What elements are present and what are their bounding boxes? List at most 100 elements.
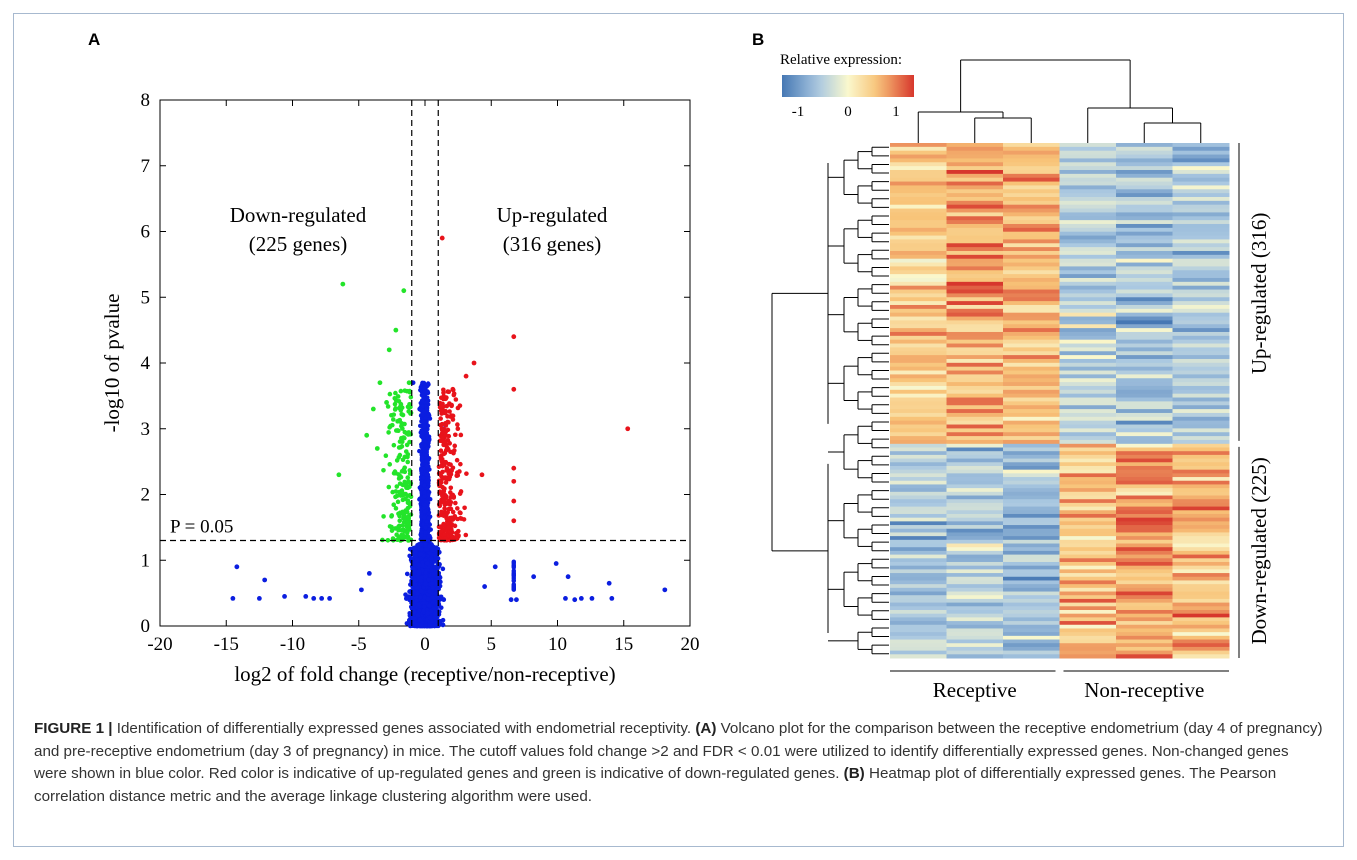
heatmap-cell: [1059, 143, 1117, 148]
heatmap-cell: [1116, 293, 1173, 298]
heatmap-cell: [1059, 208, 1117, 213]
heatmap-cell: [946, 243, 1004, 248]
heatmap-cell: [946, 297, 1004, 302]
heatmap-cell: [1172, 216, 1230, 221]
heatmap-cell: [1003, 220, 1060, 225]
heatmap-cell: [1003, 185, 1060, 190]
heatmap-cell: [1003, 274, 1060, 279]
heatmap-cell: [1172, 173, 1230, 179]
heatmap-cell: [946, 227, 1004, 233]
heatmap-cell: [1116, 200, 1173, 206]
x-tick-label: -5: [351, 634, 367, 655]
heatmap-cell: [1172, 154, 1230, 159]
x-tick-label: 0: [420, 634, 430, 655]
heatmap-cell: [1003, 154, 1060, 159]
heatmap-cell: [1059, 173, 1117, 179]
heatmap-cell: [890, 270, 947, 275]
heatmap-cell: [1059, 204, 1117, 210]
heatmap-cell: [1116, 285, 1173, 291]
heatmap-cell: [1116, 308, 1173, 314]
heatmap-cell: [1172, 289, 1230, 294]
heatmap-cell: [890, 227, 947, 233]
heatmap-cell: [946, 196, 1004, 202]
heatmap-cell: [1116, 193, 1173, 198]
heatmap-cell: [946, 247, 1004, 252]
heatmap-cell: [1059, 277, 1117, 283]
heatmap-cell: [1116, 231, 1173, 237]
heatmap-cell: [1003, 216, 1060, 221]
heatmap-cell: [890, 162, 947, 167]
heatmap-cell: [890, 189, 947, 194]
heatmap-cell: [890, 239, 947, 244]
heatmap-cell: [1059, 177, 1117, 183]
x-tick-label: -10: [280, 634, 305, 655]
heatmap-cell: [890, 304, 947, 310]
heatmap-cell: [946, 254, 1004, 260]
heatmap-cell: [946, 239, 1004, 244]
heatmap-cell: [946, 262, 1004, 267]
heatmap-cell: [1116, 281, 1173, 287]
heatmap-cell: [1116, 220, 1173, 225]
heatmap-cell: [946, 277, 1004, 283]
heatmap-cell: [890, 154, 947, 159]
heatmap-cell: [946, 193, 1004, 198]
heatmap-cell: [1172, 301, 1230, 306]
heatmap-cell: [1172, 297, 1230, 302]
heatmap-cell: [890, 216, 947, 221]
heatmap-cell: [946, 266, 1004, 271]
heatmap-cell: [1059, 189, 1117, 194]
heatmap-cell: [1059, 227, 1117, 233]
heatmap-cell: [1003, 158, 1060, 163]
heatmap-cell: [1003, 247, 1060, 252]
heatmap-cell: [1172, 146, 1230, 152]
heatmap-cell: [890, 266, 947, 271]
heatmap-cell: [946, 150, 1004, 156]
heatmap-cell: [1172, 162, 1230, 167]
heatmap-cell: [1172, 277, 1230, 283]
heatmap-cell: [946, 304, 1004, 310]
heatmap-cell: [1003, 223, 1060, 229]
heatmap-cell: [1116, 177, 1173, 183]
heatmap-cell: [1059, 146, 1117, 152]
heatmap-cell: [1003, 262, 1060, 267]
x-tick-label: -15: [214, 634, 239, 655]
heatmap-cell: [1116, 158, 1173, 163]
heatmap-cell: [890, 150, 947, 156]
heatmap-cell: [1059, 297, 1117, 302]
heatmap-cell: [1003, 301, 1060, 306]
heatmap-cell: [946, 235, 1004, 240]
heatmap-cell: [1059, 235, 1117, 240]
heatmap-cell: [1172, 235, 1230, 240]
heatmap-cell: [890, 158, 947, 163]
heatmap-cell: [1116, 162, 1173, 167]
heatmap-cell: [1172, 258, 1230, 264]
heatmap-cell: [1116, 150, 1173, 156]
heatmap-cell: [1172, 247, 1230, 252]
x-tick-label: -20: [147, 634, 172, 655]
y-tick-label: 0: [141, 616, 151, 637]
heatmap-cell: [1116, 262, 1173, 267]
heatmap-cell: [946, 173, 1004, 179]
heatmap-cell: [1059, 193, 1117, 198]
heatmap-cell: [1003, 193, 1060, 198]
heatmap-cell: [1059, 162, 1117, 167]
heatmap-cell: [890, 243, 947, 248]
not-changed-points: [230, 380, 668, 629]
heatmap-cell: [946, 189, 1004, 194]
heatmap-cell: [1172, 220, 1230, 225]
heatmap-cell: [1059, 154, 1117, 159]
heatmap-cell: [1172, 266, 1230, 271]
heatmap-cell: [1003, 204, 1060, 210]
heatmap-cell: [1003, 239, 1060, 244]
heatmap-cell: [1059, 231, 1117, 237]
heatmap-cell: [1116, 277, 1173, 283]
heatmap-cell: [1003, 293, 1060, 298]
heatmap-cell: [890, 193, 947, 198]
heatmap-cell: [1003, 146, 1060, 152]
heatmap-cell: [1003, 250, 1060, 256]
heatmap-cell: [946, 258, 1004, 264]
heatmap-cell: [1059, 220, 1117, 225]
heatmap-cell: [1116, 301, 1173, 306]
heatmap-cell: [946, 301, 1004, 306]
